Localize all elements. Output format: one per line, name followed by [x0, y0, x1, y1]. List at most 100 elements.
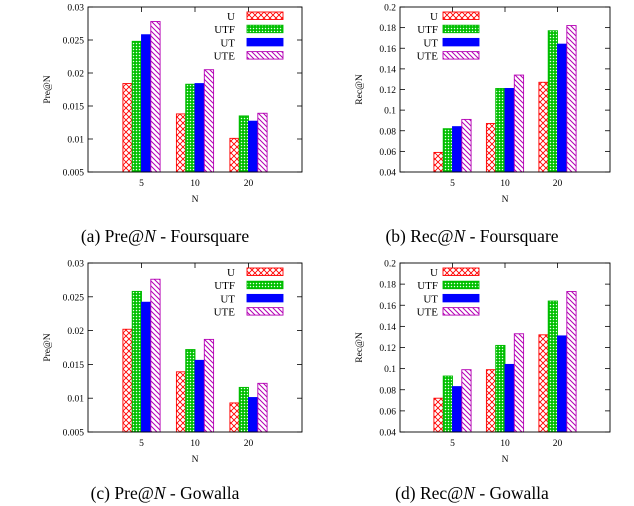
y-tick-label: 0.01 [67, 136, 84, 146]
y-tick-label: 0.18 [379, 24, 396, 34]
bar-ut-n10 [504, 363, 515, 433]
bar-ute-n10 [513, 333, 525, 433]
caption-label: (c) [91, 483, 115, 503]
y-tick-label: 0.02 [67, 327, 84, 337]
bar-ut-n5 [141, 301, 152, 433]
y-tick-label: 0.005 [63, 429, 85, 439]
x-axis-label: N [502, 195, 509, 205]
legend-swatch-u [246, 267, 284, 276]
legend-label-ut: UT [220, 293, 235, 305]
bar-ut-n10 [194, 83, 205, 173]
x-tick-label: 20 [244, 439, 254, 449]
legend-swatch-ut [442, 293, 480, 303]
y-tick-label: 0.2 [384, 4, 396, 14]
y-tick-label: 0.04 [379, 169, 396, 179]
y-tick-label: 0.1 [384, 107, 396, 117]
x-axis-label: N [192, 455, 199, 465]
bar-ute-n20 [566, 291, 577, 433]
bar-utf-n20 [547, 30, 558, 173]
y-tick-label: 0.025 [63, 293, 85, 303]
y-tick-label: 0.12 [379, 344, 396, 354]
legend-swatch-u [442, 267, 480, 276]
legend-swatch-utf [246, 24, 284, 34]
y-tick-label: 0.04 [379, 429, 396, 439]
legend-label-utf: UTF [417, 280, 438, 292]
legend-swatch-utf [246, 280, 284, 290]
bar-ute-n5 [461, 369, 472, 433]
bar-ute-n10 [203, 69, 215, 173]
bar-utf-n20 [238, 386, 249, 433]
x-axis-label: N [192, 195, 199, 205]
caption-variable: N [143, 226, 157, 246]
y-tick-label: 0.06 [379, 407, 396, 417]
bar-ut-n20 [248, 120, 259, 173]
caption-metric: Pre@ [114, 483, 153, 503]
caption-metric: Rec@ [420, 483, 463, 503]
bar-u-n10 [175, 113, 187, 173]
legend-swatch-ut [246, 37, 284, 47]
y-tick-label: 0.03 [67, 4, 84, 14]
caption-label: (d) [395, 483, 420, 503]
legend-label-utf: UTF [214, 24, 235, 36]
legend-label-u: U [227, 267, 235, 279]
caption-label: (b) [385, 226, 410, 246]
legend-label-ute: UTE [417, 51, 439, 63]
y-tick-label: 0.08 [379, 127, 396, 137]
bar-u-n5 [433, 151, 444, 173]
caption-variable: N [462, 483, 476, 503]
bar-utf-n5 [131, 40, 142, 173]
bar-ute-n5 [150, 278, 161, 433]
plot-frame [87, 262, 303, 433]
x-axis-label: N [502, 455, 509, 465]
bar-u-n10 [175, 371, 187, 433]
y-tick-label: 0.06 [379, 148, 396, 158]
bar-ute-n5 [150, 21, 161, 173]
bar-ut-n5 [452, 386, 463, 433]
bar-u-n5 [122, 328, 133, 433]
y-tick-label: 0.16 [379, 45, 396, 55]
y-tick-label: 0.1 [384, 365, 396, 375]
plot-frame [399, 6, 611, 173]
y-axis-label: Pre@N [43, 75, 53, 103]
bar-utf-n20 [238, 115, 249, 173]
legend-label-ute: UTE [214, 51, 236, 63]
x-tick-label: 20 [244, 179, 254, 189]
x-tick-label: 20 [553, 439, 563, 449]
y-tick-label: 0.03 [67, 260, 84, 270]
bar-ut-n5 [141, 34, 152, 173]
legend-label-u: U [430, 267, 438, 279]
bar-ute-n10 [203, 338, 215, 433]
bar-utf-n5 [442, 128, 453, 173]
legend-swatch-ute [442, 307, 480, 316]
y-axis-label: Rec@N [355, 332, 365, 363]
y-tick-label: 0.16 [379, 302, 396, 312]
y-tick-label: 0.08 [379, 386, 396, 396]
panel-caption: (c) Pre@N - Gowalla [91, 483, 240, 503]
y-tick-label: 0.14 [379, 65, 396, 75]
caption-variable: N [153, 483, 167, 503]
bar-ut-n10 [504, 88, 515, 173]
legend-swatch-ut [442, 37, 480, 47]
bar-utf-n10 [185, 83, 196, 173]
chart-panel-d: 0.04 0.06 0.08 0.1 0.12 0.14 0.16 0.18 0.2 5 10 20 N… [355, 260, 611, 503]
y-tick-label: 0.025 [63, 37, 85, 47]
x-tick-label: 10 [500, 179, 510, 189]
bar-u-n20 [538, 334, 549, 433]
legend-swatch-utf [442, 24, 480, 34]
legend-label-ut: UT [220, 37, 235, 49]
bar-ut-n20 [248, 397, 259, 433]
legend-swatch-ute [442, 51, 480, 60]
bar-ut-n5 [452, 126, 463, 173]
panel-caption: (d) Rec@N - Gowalla [395, 483, 549, 503]
caption-dataset: - Gowalla [166, 483, 240, 503]
y-tick-label: 0.015 [63, 103, 85, 113]
legend-swatch-ut [246, 293, 284, 303]
bar-ut-n10 [194, 359, 205, 433]
caption-dataset: - Foursquare [156, 226, 250, 246]
bar-utf-n10 [495, 88, 506, 173]
bar-ut-n20 [557, 43, 568, 173]
bar-utf-n10 [495, 344, 506, 433]
legend-swatch-utf [442, 280, 480, 290]
x-tick-label: 5 [450, 179, 455, 189]
bar-utf-n5 [442, 375, 453, 433]
